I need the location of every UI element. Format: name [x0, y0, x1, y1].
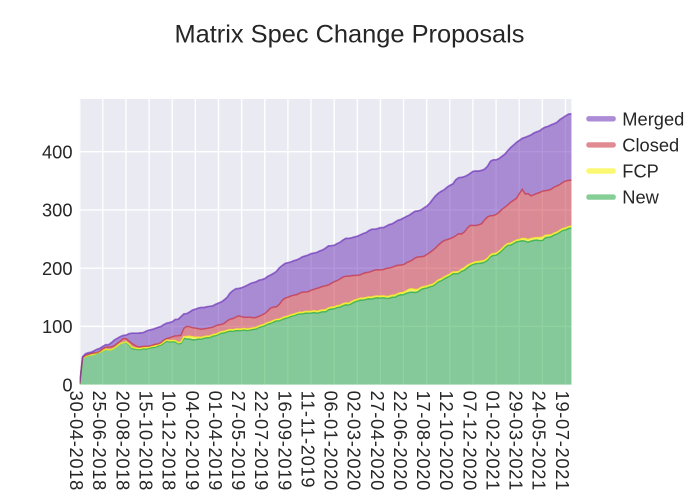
svg-text:19-07-2021: 19-07-2021 — [552, 391, 573, 491]
svg-text:27-05-2019: 27-05-2019 — [228, 391, 249, 491]
svg-text:Closed: Closed — [622, 135, 679, 156]
svg-text:12-10-2020: 12-10-2020 — [436, 391, 457, 491]
svg-text:29-03-2021: 29-03-2021 — [506, 391, 527, 491]
svg-text:16-09-2019: 16-09-2019 — [274, 391, 295, 491]
svg-text:25-06-2018: 25-06-2018 — [89, 391, 110, 491]
svg-text:100: 100 — [42, 316, 73, 337]
svg-text:24-05-2021: 24-05-2021 — [529, 391, 550, 491]
svg-text:06-01-2020: 06-01-2020 — [321, 391, 342, 491]
svg-text:01-02-2021: 01-02-2021 — [482, 391, 503, 491]
svg-text:01-04-2019: 01-04-2019 — [205, 391, 226, 491]
svg-text:200: 200 — [42, 258, 73, 279]
svg-text:15-10-2018: 15-10-2018 — [136, 391, 157, 491]
svg-text:FCP: FCP — [622, 161, 659, 182]
svg-text:20-08-2018: 20-08-2018 — [112, 391, 133, 491]
svg-text:0: 0 — [62, 374, 72, 395]
svg-text:02-03-2020: 02-03-2020 — [344, 391, 365, 491]
svg-text:22-07-2019: 22-07-2019 — [251, 391, 272, 491]
svg-text:22-06-2020: 22-06-2020 — [390, 391, 411, 491]
svg-text:10-12-2018: 10-12-2018 — [159, 391, 180, 491]
svg-text:30-04-2018: 30-04-2018 — [66, 391, 87, 491]
svg-text:27-04-2020: 27-04-2020 — [367, 391, 388, 491]
svg-text:400: 400 — [42, 141, 73, 162]
svg-text:04-02-2019: 04-02-2019 — [182, 391, 203, 491]
svg-text:New: New — [622, 187, 659, 208]
svg-text:Merged: Merged — [622, 108, 684, 129]
svg-text:11-11-2019: 11-11-2019 — [297, 391, 318, 489]
svg-text:07-12-2020: 07-12-2020 — [459, 391, 480, 491]
svg-text:300: 300 — [42, 200, 73, 221]
svg-text:17-08-2020: 17-08-2020 — [413, 391, 434, 491]
svg-text:Matrix Spec Change Proposals: Matrix Spec Change Proposals — [174, 21, 524, 49]
